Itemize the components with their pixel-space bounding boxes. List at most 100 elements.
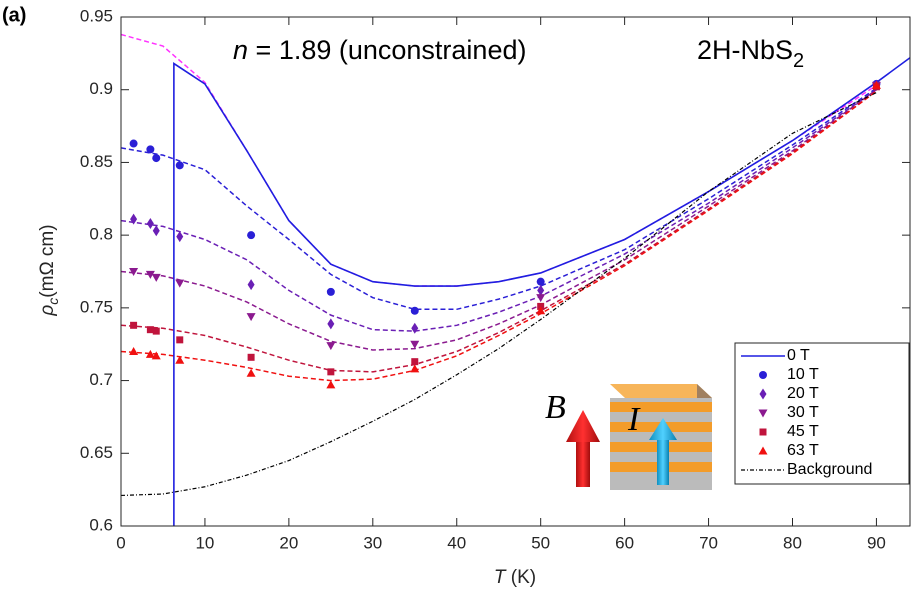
legend-label: 0 T bbox=[787, 347, 810, 364]
marker bbox=[326, 342, 336, 351]
marker bbox=[537, 284, 545, 296]
marker bbox=[247, 279, 255, 291]
axes-box bbox=[120, 16, 911, 527]
inset: B I bbox=[545, 384, 712, 490]
marker bbox=[247, 353, 255, 361]
marker bbox=[411, 358, 419, 366]
marker bbox=[536, 306, 546, 315]
marker bbox=[410, 364, 420, 373]
fit-line bbox=[121, 89, 877, 351]
marker bbox=[410, 340, 420, 349]
x-tick-label: 50 bbox=[531, 533, 550, 552]
fit-line bbox=[121, 87, 877, 311]
x-tick-label: 0 bbox=[116, 533, 125, 552]
y-tick-label: 0.65 bbox=[80, 443, 113, 462]
x-tick-label: 70 bbox=[699, 533, 718, 552]
arrow-b bbox=[576, 440, 590, 487]
legend-label: 45 T bbox=[787, 423, 819, 440]
x-tick-label: 90 bbox=[867, 533, 886, 552]
marker bbox=[175, 279, 185, 288]
inset-label: B bbox=[545, 389, 566, 426]
y-tick-label: 0.8 bbox=[89, 225, 113, 244]
marker bbox=[326, 287, 335, 296]
marker bbox=[871, 80, 881, 89]
fit-line bbox=[121, 90, 877, 382]
y-tick-label: 0.75 bbox=[80, 297, 113, 316]
marker bbox=[759, 371, 767, 379]
material-base: 2H-NbS bbox=[697, 35, 793, 65]
marker bbox=[536, 294, 546, 303]
marker bbox=[247, 231, 256, 240]
background-line bbox=[121, 92, 877, 497]
y-label-unit: (mΩ cm) bbox=[37, 224, 58, 297]
data-line bbox=[173, 57, 911, 526]
legend-label: 10 T bbox=[787, 366, 819, 383]
marker bbox=[246, 368, 256, 377]
marker bbox=[151, 351, 161, 360]
y-axis-label: ρc(mΩ cm) bbox=[37, 224, 61, 316]
marker bbox=[175, 355, 185, 364]
arrow-i bbox=[657, 438, 669, 485]
material-sub: 2 bbox=[793, 50, 804, 72]
y-tick-label: 0.85 bbox=[80, 152, 113, 171]
marker bbox=[151, 273, 161, 282]
fit-line bbox=[121, 90, 877, 373]
x-tick-label: 80 bbox=[783, 533, 802, 552]
legend-label: 63 T bbox=[787, 442, 819, 459]
marker bbox=[175, 161, 184, 170]
marker bbox=[410, 306, 419, 315]
marker bbox=[145, 349, 155, 358]
x-tick-label: 30 bbox=[363, 533, 382, 552]
marker bbox=[146, 326, 154, 334]
arrow-i-head bbox=[649, 418, 677, 440]
marker bbox=[146, 145, 155, 154]
marker bbox=[536, 277, 545, 286]
x-label-unit: (K) bbox=[511, 567, 536, 588]
arrow-b-head bbox=[566, 410, 600, 442]
x-axis-label: T (K) bbox=[494, 567, 536, 588]
marker bbox=[176, 231, 184, 243]
marker bbox=[176, 336, 184, 344]
x-tick-label: 40 bbox=[447, 533, 466, 552]
block-top bbox=[610, 384, 712, 398]
legend: 0 T 10 T 20 T 30 T 45 T 63 T Background bbox=[734, 342, 910, 485]
marker bbox=[130, 213, 138, 225]
marker bbox=[411, 322, 419, 334]
x-tick-label: 10 bbox=[195, 533, 214, 552]
marker bbox=[759, 388, 767, 400]
y-label-sub: c bbox=[45, 298, 61, 305]
marker bbox=[758, 409, 768, 418]
marker bbox=[152, 327, 160, 335]
marker bbox=[758, 446, 768, 455]
marker bbox=[130, 321, 138, 329]
y-label-var: ρ bbox=[37, 305, 58, 317]
y-tick-label: 0.95 bbox=[80, 6, 113, 25]
layer bbox=[610, 402, 712, 412]
marker bbox=[152, 154, 161, 163]
annotation: n = 1.89 (unconstrained) bbox=[233, 35, 526, 65]
x-tick-label: 60 bbox=[615, 533, 634, 552]
marker bbox=[326, 380, 336, 389]
marker bbox=[129, 139, 138, 148]
marker bbox=[152, 225, 160, 237]
annotation-text: = 1.89 (unconstrained) bbox=[256, 35, 527, 65]
marker bbox=[327, 318, 335, 330]
annotation-var: n bbox=[233, 35, 248, 65]
legend-label: Background bbox=[787, 461, 872, 478]
plot-area bbox=[121, 33, 911, 526]
marker bbox=[146, 218, 154, 230]
marker bbox=[327, 368, 335, 376]
marker bbox=[246, 313, 256, 322]
legend-label: 30 T bbox=[787, 404, 819, 421]
marker bbox=[145, 270, 155, 279]
inset-label: I bbox=[627, 401, 641, 438]
panel-label: (a) bbox=[2, 4, 26, 26]
fit-line bbox=[121, 89, 877, 332]
x-tick-label: 20 bbox=[279, 533, 298, 552]
y-tick-label: 0.7 bbox=[89, 370, 113, 389]
y-tick-label: 0.9 bbox=[89, 79, 113, 98]
y-tick-label: 0.6 bbox=[89, 515, 113, 534]
fit-line bbox=[121, 33, 877, 287]
marker bbox=[129, 346, 139, 355]
